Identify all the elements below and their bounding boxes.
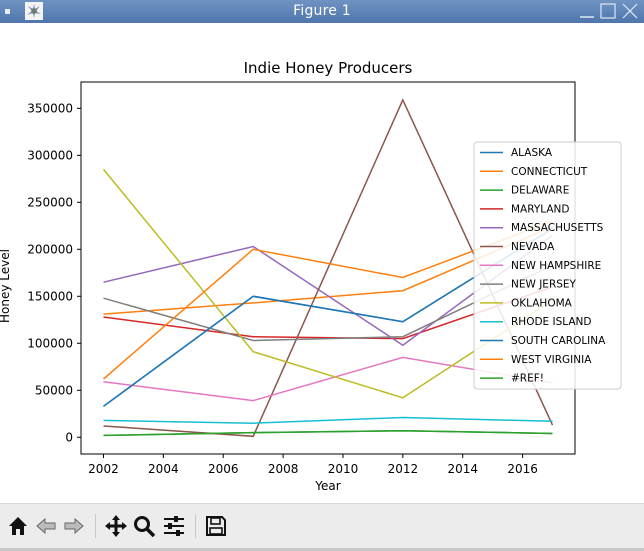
x-tick-label: 2002 — [88, 462, 119, 476]
line-chart: Indie Honey Producers Year Honey Level 2… — [0, 59, 622, 493]
y-tick-label: 100000 — [27, 336, 73, 350]
y-tick-label: 250000 — [27, 195, 73, 209]
legend-label-maryland: MARYLAND — [511, 203, 570, 215]
app-icon — [25, 2, 43, 20]
legend-label-rhode-island: RHODE ISLAND — [511, 316, 592, 328]
legend-label-connecticut: CONNECTICUT — [511, 166, 588, 178]
x-tick-label: 2010 — [328, 462, 359, 476]
window-menu-icon[interactable] — [5, 9, 10, 14]
toolbar-separator — [95, 514, 96, 538]
zoom-button[interactable] — [132, 514, 156, 538]
y-tick-label: 350000 — [27, 101, 73, 115]
maximize-icon[interactable] — [599, 2, 617, 20]
legend-label-nevada: NEVADA — [511, 241, 555, 253]
legend-label-alaska: ALASKA — [511, 147, 553, 159]
back-button[interactable] — [34, 514, 58, 538]
legend-label-massachusetts: MASSACHUSETTS — [511, 222, 604, 234]
series-line-rhode-island — [103, 416, 553, 424]
x-tick-label: 2012 — [388, 462, 419, 476]
title-bar: Figure 1 — [0, 0, 644, 23]
arrow-right-icon — [64, 517, 84, 535]
move-icon — [105, 515, 127, 537]
y-tick-label: 200000 — [27, 242, 73, 256]
window-title: Figure 1 — [293, 3, 351, 19]
x-tick-label: 2008 — [268, 462, 299, 476]
configure-subplots-button[interactable] — [162, 514, 186, 538]
arrow-left-icon — [36, 517, 56, 535]
x-axis-label: Year — [314, 479, 340, 493]
forward-button[interactable] — [62, 514, 86, 538]
legend-label-oklahoma: OKLAHOMA — [511, 297, 573, 309]
legend-frame — [473, 141, 622, 390]
toolbar-separator — [195, 514, 196, 538]
x-tick-label: 2016 — [507, 462, 538, 476]
close-icon[interactable] — [621, 2, 639, 20]
save-button[interactable] — [204, 514, 228, 538]
series-line-ref — [103, 429, 553, 437]
legend-label-south-carolina: SOUTH CAROLINA — [511, 335, 606, 347]
y-axis-label: Honey Level — [0, 249, 12, 323]
pan-button[interactable] — [104, 514, 128, 538]
y-tick-label: 300000 — [27, 148, 73, 162]
floppy-disk-icon — [206, 516, 226, 536]
y-tick-label: 150000 — [27, 289, 73, 303]
chart-title: Indie Honey Producers — [244, 59, 413, 77]
figure-canvas[interactable]: Indie Honey Producers Year Honey Level 2… — [0, 23, 644, 503]
sliders-icon — [164, 516, 184, 536]
legend-label-new-hampshire: NEW HAMPSHIRE — [511, 260, 601, 272]
legend: ALASKA CONNECTICUT DELAWARE MARYLAND MASSACH… — [473, 141, 622, 390]
legend-label-delaware: DELAWARE — [511, 185, 569, 197]
legend-label-new-jersey: NEW JERSEY — [511, 279, 577, 291]
magnifier-icon — [134, 516, 156, 538]
y-tick-label: 50000 — [35, 383, 73, 397]
minimize-icon[interactable] — [578, 2, 596, 20]
home-button[interactable] — [6, 514, 30, 538]
x-tick-label: 2004 — [148, 462, 179, 476]
y-tick-label: 0 — [65, 430, 73, 444]
legend-label-ref: #REF! — [511, 373, 544, 385]
x-tick-label: 2014 — [447, 462, 478, 476]
home-icon — [9, 517, 27, 535]
axis-ticks: 2002 2004 2006 2008 2010 2012 2014 2016 0 50000 10… — [27, 101, 538, 476]
window-bottom-border — [0, 548, 644, 551]
x-tick-label: 2006 — [208, 462, 239, 476]
navigation-toolbar — [0, 503, 644, 549]
legend-label-west-virginia: WEST VIRGINIA — [511, 354, 592, 366]
